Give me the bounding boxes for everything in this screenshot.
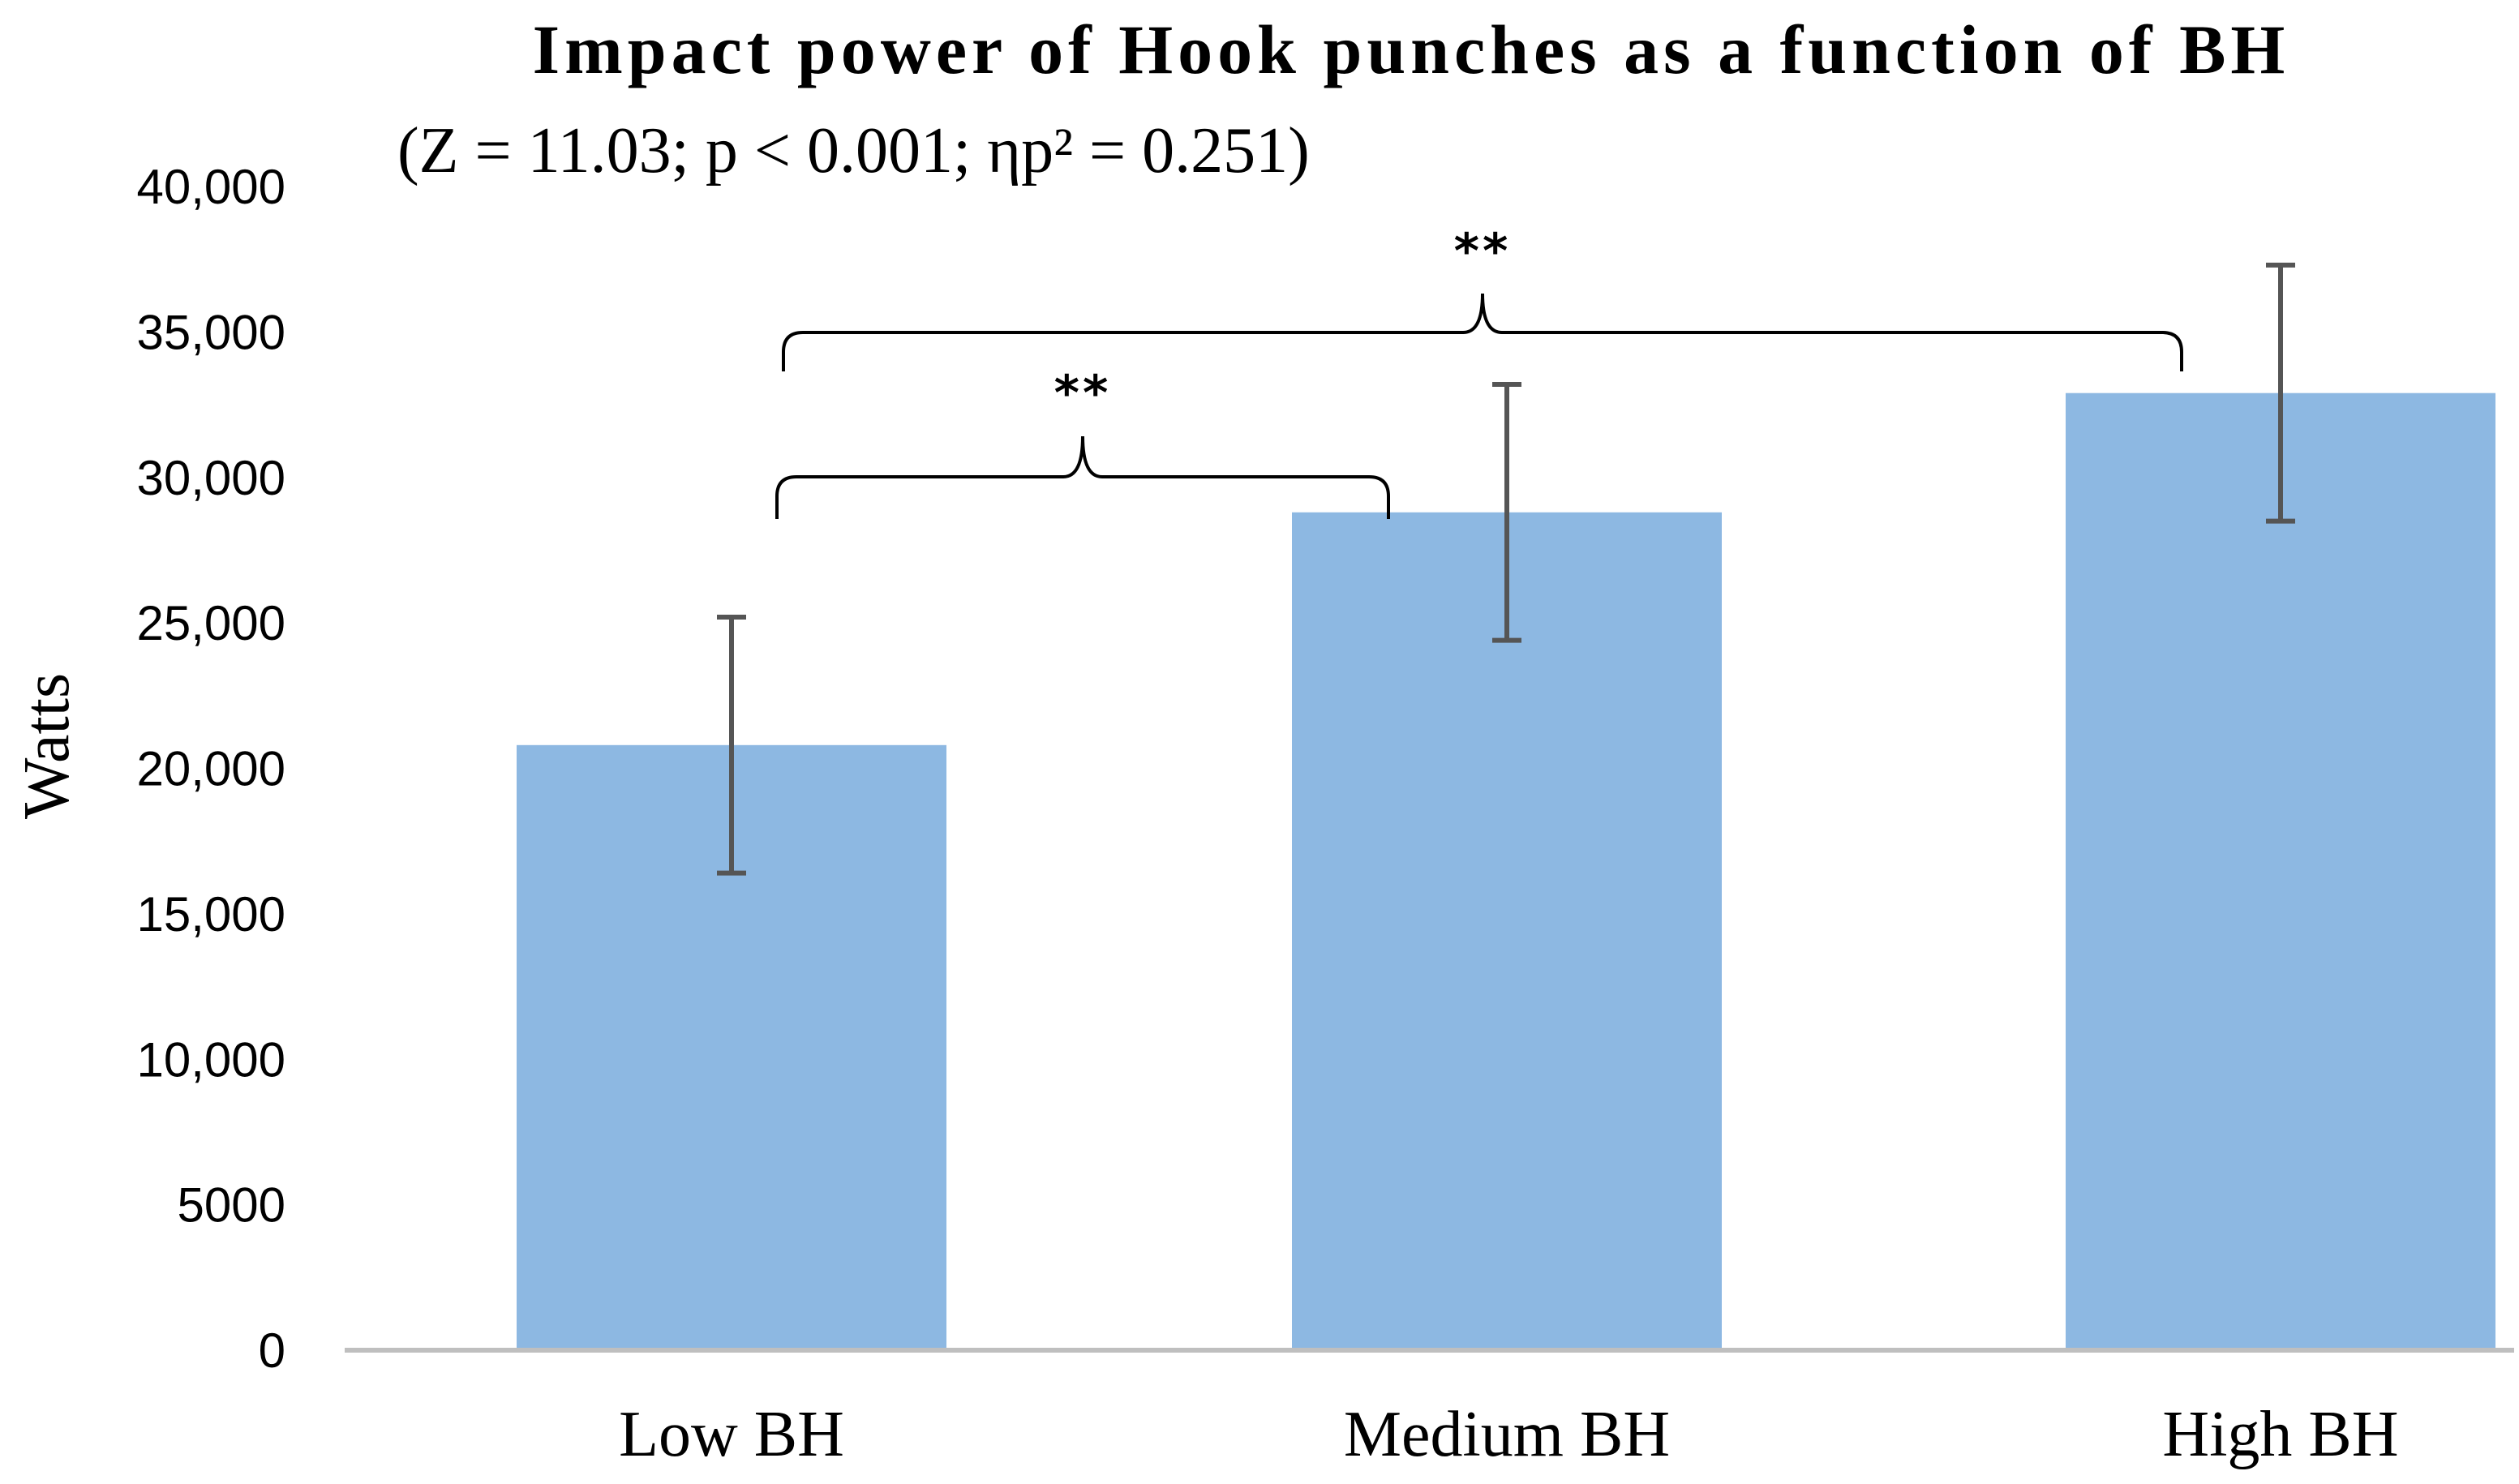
error-bar [717, 614, 746, 876]
error-bars [717, 262, 2295, 876]
y-tick-label: 30,000 [136, 451, 285, 505]
error-bar [2266, 262, 2295, 524]
chart-subtitle: (Z = 11.03; p < 0.001; ηp² = 0.251) [397, 115, 1310, 187]
y-tick-label: 40,000 [136, 160, 285, 214]
y-tick-label: 15,000 [136, 887, 285, 941]
y-tick-label: 0 [259, 1323, 285, 1378]
x-tick-label: High BH [2162, 1399, 2398, 1470]
y-tick-label: 10,000 [136, 1032, 285, 1087]
y-axis-label: Watts [11, 673, 83, 819]
error-bar [1492, 381, 1521, 643]
bar-high-bh [2066, 392, 2495, 1350]
significance-bracket [782, 293, 2183, 371]
significance-label: ** [1454, 223, 1512, 280]
y-tick-label: 25,000 [136, 596, 285, 650]
x-tick-label: Medium BH [1344, 1399, 1670, 1470]
y-tick-label: 35,000 [136, 305, 285, 359]
significance-bracket [775, 435, 1390, 519]
bar-medium-bh [1292, 512, 1722, 1350]
y-tick-label: 20,000 [136, 742, 285, 796]
x-tick-label: Low BH [619, 1399, 844, 1470]
y-tick-label: 5000 [178, 1178, 285, 1233]
significance-brackets: ** ** [775, 223, 2183, 519]
significance-label: ** [1054, 365, 1112, 422]
x-axis-ticks: Low BH Medium BH High BH [619, 1399, 2398, 1470]
chart-title: Impact power of Hook punches as a functi… [533, 11, 2290, 88]
y-axis-ticks: 0 5000 10,000 15,000 20,000 25,000 30,000 35,00… [136, 160, 285, 1378]
